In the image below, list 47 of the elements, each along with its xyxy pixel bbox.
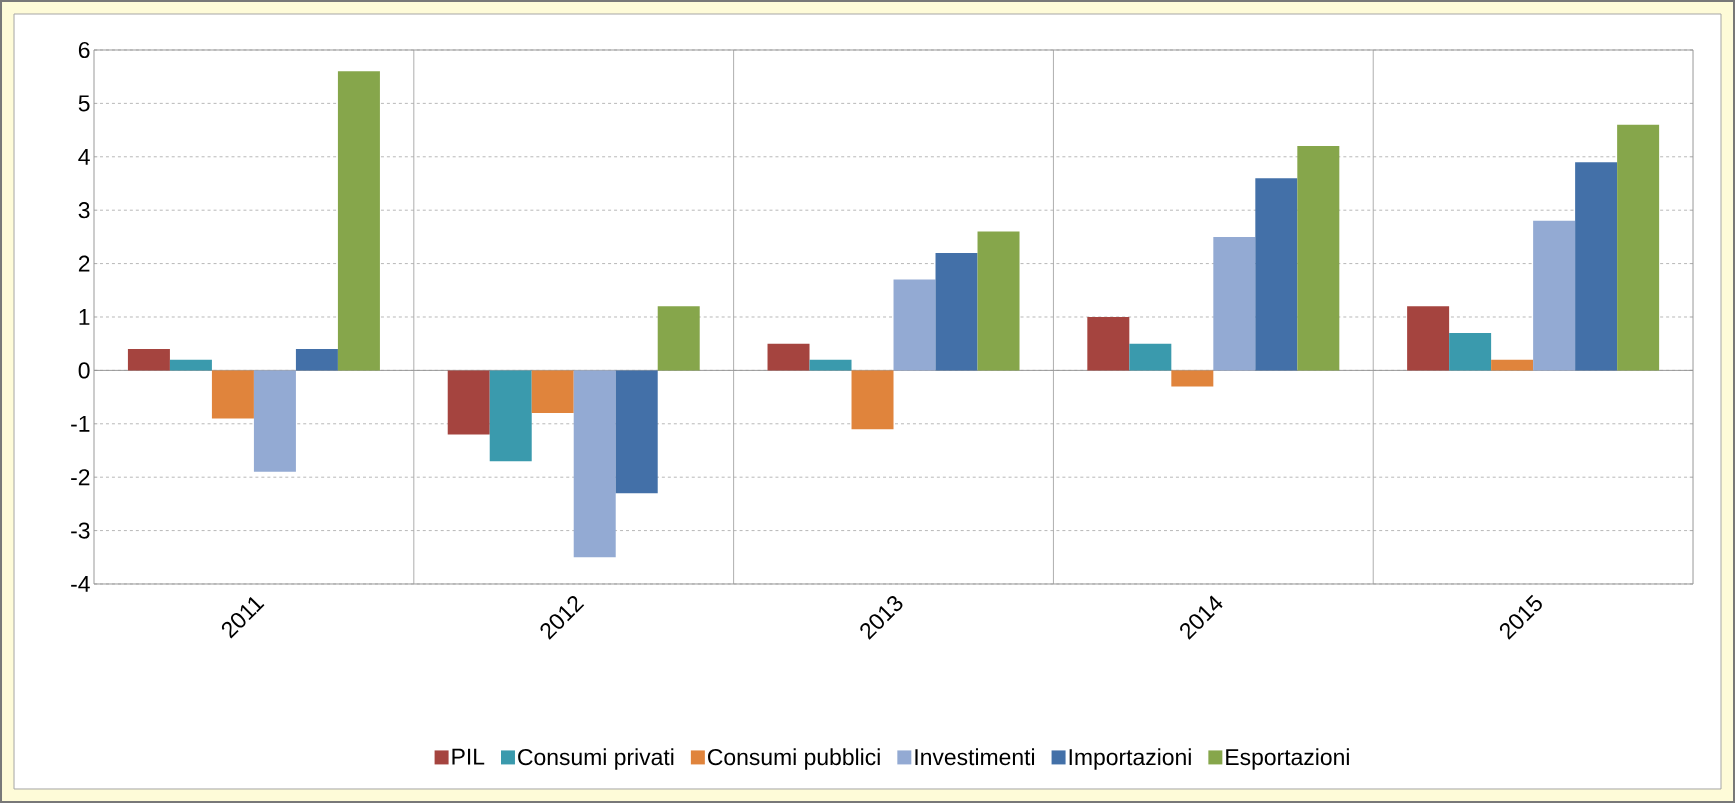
y-tick-label: -1 <box>71 415 90 432</box>
bar <box>1129 343 1172 371</box>
bar <box>337 71 380 371</box>
bar <box>295 349 338 371</box>
bar <box>1449 333 1492 371</box>
bar <box>573 370 616 558</box>
bar <box>893 279 936 371</box>
bar <box>977 231 1020 371</box>
bar <box>809 359 852 371</box>
y-tick-label: 3 <box>78 202 90 219</box>
y-tick-label: 4 <box>78 148 90 165</box>
y-tick-label: -3 <box>71 522 90 539</box>
bar <box>1575 162 1618 371</box>
bar <box>1617 124 1660 371</box>
bar <box>935 252 978 371</box>
bar <box>1213 236 1256 371</box>
y-tick-label: 5 <box>78 95 90 112</box>
bar <box>531 370 574 414</box>
y-tick-label: 1 <box>79 309 90 325</box>
bar <box>1407 306 1450 371</box>
legend-label: Esportazioni <box>1226 748 1349 770</box>
bar <box>1255 178 1298 371</box>
y-tick-label: 6 <box>78 41 90 59</box>
bar <box>1087 316 1130 371</box>
legend-label: Consumi privati <box>518 748 674 770</box>
legend-label: Investimenti <box>915 748 1035 766</box>
legend-label: Importazioni <box>1069 748 1191 770</box>
y-tick-label: 0 <box>78 362 90 379</box>
bar <box>447 370 490 435</box>
bar <box>169 359 212 371</box>
bar <box>1533 220 1576 371</box>
bar <box>1171 370 1214 387</box>
bar <box>1297 146 1340 371</box>
y-tick-label: -2 <box>71 469 90 486</box>
bar <box>253 370 296 472</box>
bar <box>657 306 700 371</box>
bar <box>489 370 532 462</box>
bar <box>1491 359 1534 371</box>
bar <box>615 370 658 494</box>
bar <box>851 370 894 430</box>
legend-label: PIL <box>452 748 485 765</box>
bar <box>211 370 254 419</box>
legend-label: Consumi pubblici <box>708 748 880 770</box>
y-tick-label: -4 <box>71 576 90 592</box>
bar <box>767 343 810 371</box>
bar <box>127 349 170 371</box>
y-tick-label: 2 <box>78 255 90 272</box>
